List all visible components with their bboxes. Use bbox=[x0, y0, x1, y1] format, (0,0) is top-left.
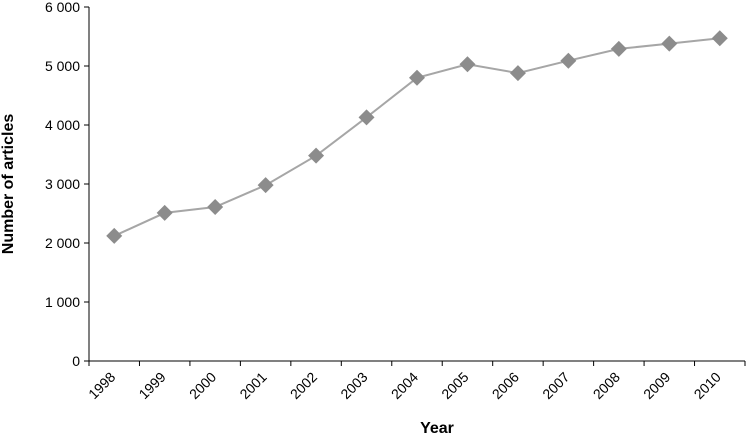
x-tick-label: 2003 bbox=[337, 369, 370, 402]
axes bbox=[88, 7, 745, 362]
data-point bbox=[308, 147, 325, 164]
y-tick-label: 4 000 bbox=[45, 117, 80, 133]
series-line bbox=[113, 37, 720, 237]
x-axis-title: Year bbox=[420, 420, 454, 435]
x-tick-label: 1999 bbox=[135, 369, 168, 402]
x-tick-label: 2006 bbox=[489, 369, 522, 402]
y-axis-ticks: 0 1 000 2 000 3 000 4 000 5 000 6 000 bbox=[45, 0, 89, 369]
x-tick-label: 2001 bbox=[236, 369, 269, 402]
y-tick-label: 1 000 bbox=[45, 294, 80, 310]
x-tick-label: 2004 bbox=[388, 369, 421, 402]
x-tick-label: 1998 bbox=[85, 369, 118, 402]
data-point bbox=[156, 204, 173, 221]
data-point bbox=[207, 199, 224, 216]
data-point bbox=[106, 227, 123, 244]
data-point bbox=[711, 30, 728, 47]
data-point bbox=[610, 40, 627, 57]
x-tick-label: 2005 bbox=[438, 369, 471, 402]
data-point bbox=[661, 35, 678, 52]
x-tick-label: 2008 bbox=[590, 369, 623, 402]
data-point bbox=[509, 65, 526, 82]
y-tick-label: 0 bbox=[72, 353, 80, 369]
x-tick-label: 2007 bbox=[539, 369, 572, 402]
x-tick-label: 2010 bbox=[691, 369, 724, 402]
data-point bbox=[409, 69, 425, 86]
y-tick-label: 6 000 bbox=[45, 0, 80, 15]
data-point bbox=[560, 52, 577, 69]
y-tick-label: 2 000 bbox=[45, 235, 80, 251]
y-tick-label: 5 000 bbox=[45, 58, 80, 74]
x-tick-label: 2000 bbox=[186, 369, 219, 402]
y-axis-title: Number of articles bbox=[0, 114, 17, 255]
x-tick-label: 2009 bbox=[640, 369, 673, 402]
data-point bbox=[358, 109, 375, 126]
x-axis-ticks: 1998 1999 2000 2001 2002 2003 2004 2005 2006 2007… bbox=[85, 361, 746, 402]
data-point bbox=[459, 56, 476, 73]
data-point bbox=[257, 177, 274, 194]
x-tick-label: 2002 bbox=[287, 369, 320, 402]
y-tick-label: 3 000 bbox=[45, 176, 80, 192]
series bbox=[106, 30, 728, 244]
